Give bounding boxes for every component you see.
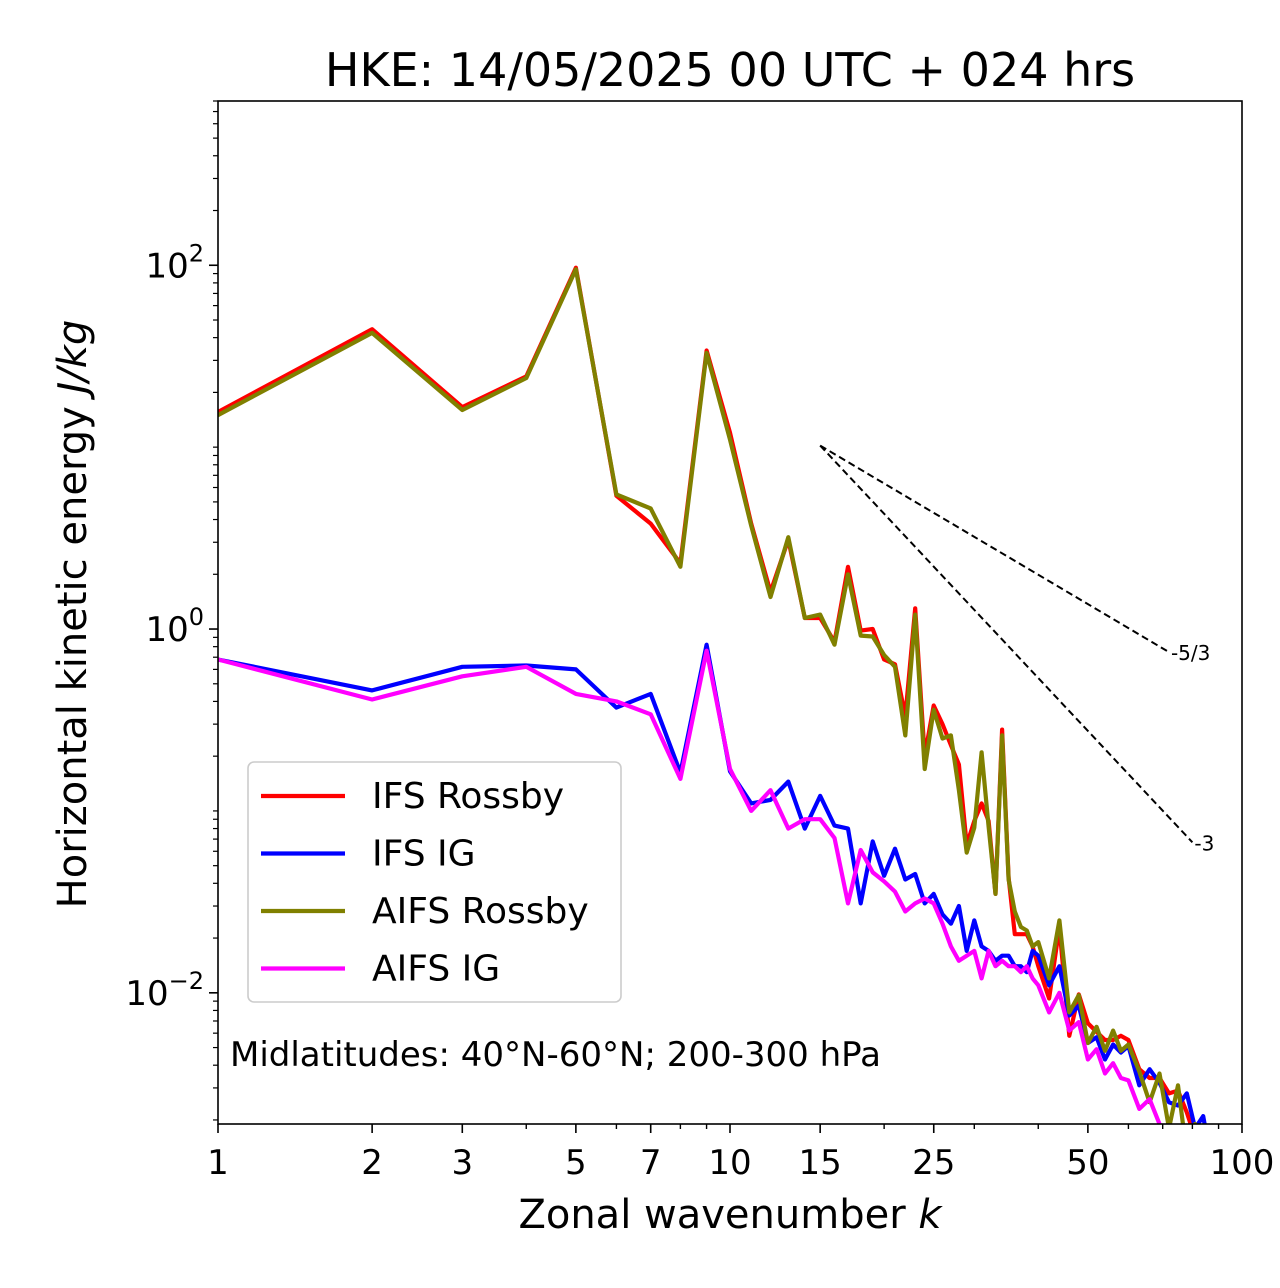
y-axis: 102 100 10−2: [125, 100, 218, 1121]
x-tick-label: 15: [799, 1143, 842, 1183]
legend-box: [247, 761, 622, 1003]
reference-slope-label: -3: [1194, 831, 1214, 855]
legend-label: AIFS Rossby: [372, 891, 589, 932]
x-axis: 1 2 3 5 7 10 15 25 50 100: [207, 1124, 1274, 1183]
x-tick-label: 5: [565, 1143, 587, 1183]
series-line-aifs-ig: [218, 648, 1163, 1124]
x-tick-label: 25: [912, 1143, 955, 1183]
reference-slope-line: [819, 444, 1194, 843]
reference-slope-line: [819, 444, 1170, 653]
series-line-aifs-rossby: [218, 267, 1198, 1124]
region-annotation: Midlatitudes: 40°N-60°N; 200-300 hPa: [230, 1035, 881, 1075]
x-tick-label: 1: [207, 1143, 229, 1183]
chart-title: HKE: 14/05/2025 00 UTC + 024 hrs: [325, 43, 1135, 97]
legend: IFS Rossby IFS IG AIFS Rossby AIFS IG: [247, 761, 622, 1003]
series-layer: [218, 265, 1207, 1124]
legend-label: AIFS IG: [372, 949, 500, 990]
y-axis-unit: J/kg: [50, 320, 96, 401]
x-tick-label: 3: [451, 1143, 473, 1183]
x-axis-title-text: Zonal wavenumber: [518, 1192, 906, 1238]
x-tick-label: 2: [361, 1143, 383, 1183]
reference-slope-layer: -5/3 -3: [819, 444, 1214, 855]
x-axis-title: Zonal wavenumber k: [518, 1192, 943, 1238]
x-axis-symbol: k: [918, 1192, 943, 1238]
y-tick-label: 100: [145, 603, 204, 650]
x-tick-label: 100: [1210, 1143, 1275, 1183]
x-tick-label: 50: [1066, 1143, 1109, 1183]
y-tick-label: 10−2: [125, 967, 204, 1014]
x-tick-label: 10: [708, 1143, 751, 1183]
x-tick-label: 7: [640, 1143, 662, 1183]
y-axis-title: Horizontal kinetic energy J/kg: [50, 320, 96, 909]
legend-label: IFS IG: [372, 834, 476, 875]
reference-slope-label: -5/3: [1171, 641, 1210, 665]
y-axis-title-text: Horizontal kinetic energy: [50, 406, 96, 908]
y-tick-label: 102: [145, 239, 204, 286]
legend-label: IFS Rossby: [372, 776, 564, 817]
